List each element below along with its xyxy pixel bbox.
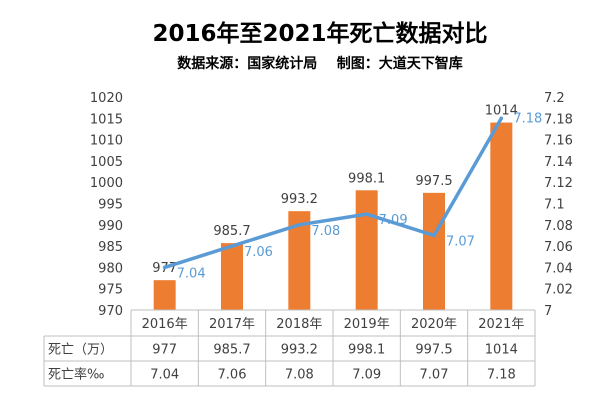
table-cell: 1014 [485, 343, 518, 358]
table-series-name: 死亡（万） [48, 343, 113, 358]
y-right-tick-label: 7.02 [544, 283, 573, 298]
line-value-label: 7.04 [177, 266, 206, 281]
line-value-label: 7.06 [244, 245, 273, 260]
table-cell: 985.7 [213, 343, 250, 358]
y-right-tick-label: 7 [544, 304, 552, 319]
chart-title: 2016年至2021年死亡数据对比 [152, 20, 487, 47]
line-point [162, 265, 167, 270]
y-right-tick-label: 7.2 [544, 91, 565, 106]
y-right-tick-label: 7.18 [544, 112, 573, 127]
y-right-tick-label: 7.16 [544, 134, 573, 149]
bar-value-label: 1014 [485, 104, 518, 119]
y-left-tick-label: 980 [98, 261, 123, 276]
x-tick-label: 2017年 [209, 317, 255, 332]
x-tick-label: 2016年 [142, 317, 188, 332]
table-cell: 993.2 [281, 343, 318, 358]
table-cell: 977 [152, 343, 177, 358]
y-left-tick-label: 970 [98, 304, 123, 319]
table-cell: 7.08 [285, 368, 314, 383]
y-right-tick-label: 7.1 [544, 198, 565, 213]
y-left-tick-label: 995 [98, 198, 123, 213]
y-right-tick-label: 7.06 [544, 240, 573, 255]
y-right-tick-label: 7.04 [544, 261, 573, 276]
bar [423, 192, 445, 310]
table-cell: 997.5 [415, 343, 452, 358]
line-point [297, 223, 302, 227]
bar-value-label: 998.1 [348, 171, 385, 186]
line-value-label: 7.18 [513, 111, 542, 126]
line-series [162, 116, 504, 270]
bar-value-label: 993.2 [281, 192, 318, 207]
table-cell: 7.04 [150, 368, 179, 383]
table-cell: 7.18 [487, 368, 516, 383]
table-cell: 7.06 [218, 368, 247, 383]
y-left-tick-label: 1020 [90, 91, 123, 106]
line-point [432, 233, 436, 238]
x-tick-label: 2019年 [344, 317, 390, 332]
table-cell: 7.09 [352, 368, 381, 383]
y-left-tick-label: 985 [98, 240, 123, 255]
line-point [230, 244, 234, 248]
y-right-tick-label: 7.08 [544, 219, 573, 234]
bar-value-label: 985.7 [213, 224, 250, 239]
y-left-tick-label: 1000 [90, 176, 123, 191]
x-tick-label: 2020年 [411, 317, 457, 332]
bar-value-label: 997.5 [415, 174, 452, 189]
y-left-tick-label: 1005 [90, 155, 123, 170]
y-left-tick-label: 975 [98, 283, 123, 298]
table-cell: 7.07 [420, 368, 449, 383]
y-left-tick-label: 990 [98, 219, 123, 234]
table-cell: 998.1 [348, 343, 385, 358]
chart-subtitle: 数据来源：国家统计局 制图：大道天下智库 [177, 55, 463, 72]
x-tick-label: 2021年 [478, 317, 524, 332]
line-point [499, 116, 504, 121]
bar [288, 211, 311, 310]
bar [490, 122, 513, 310]
line-value-label: 7.08 [311, 224, 340, 239]
y-left-tick-label: 1015 [90, 112, 123, 127]
y-left-tick-label: 1010 [90, 134, 123, 149]
bar [355, 190, 378, 310]
y-right-tick-label: 7.14 [544, 155, 573, 170]
bar [221, 243, 243, 310]
y-right-tick-label: 7.12 [544, 176, 573, 191]
line-value-label: 7.09 [379, 213, 408, 228]
line-value-label: 7.07 [446, 234, 475, 249]
table-series-name: 死亡率‰ [48, 367, 104, 383]
x-tick-label: 2018年 [276, 317, 322, 332]
bar [153, 280, 176, 310]
line-point [364, 212, 369, 216]
